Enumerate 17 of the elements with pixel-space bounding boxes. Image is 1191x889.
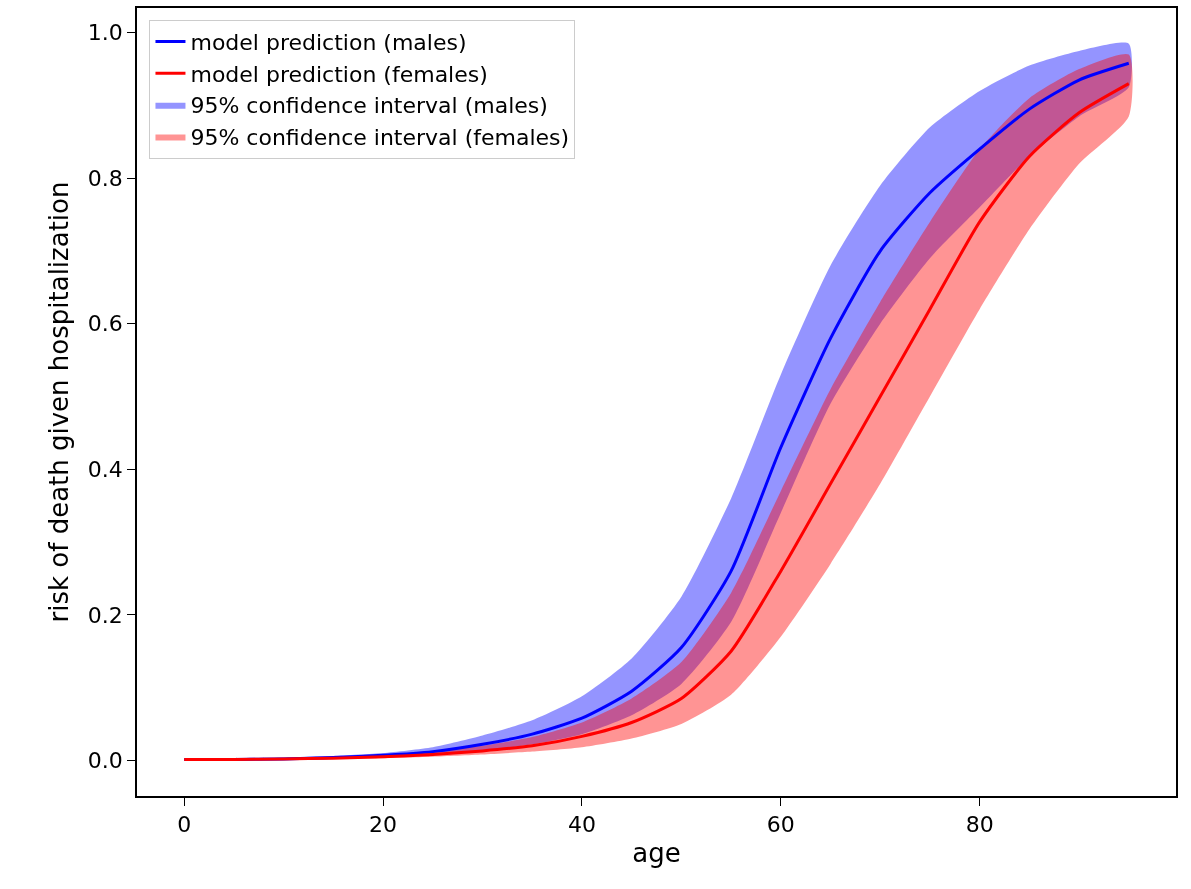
legend-label: model prediction (females) [190,61,488,87]
legend-label: 95% confidence interval (males) [190,93,548,119]
y-tick-label: 0.0 [87,748,123,774]
legend-label: 95% confidence interval (females) [190,125,570,150]
y-axis-title: risk of death given hospitalization [43,181,74,623]
x-axis-title: age [632,838,681,869]
x-tick-label: 80 [965,812,994,838]
x-tick-label: 20 [369,812,398,838]
x-tick-label: 60 [766,812,795,838]
legend-label: model prediction (males) [190,30,467,56]
y-tick-label: 1.0 [87,20,123,46]
x-tick-label: 40 [567,812,596,838]
y-tick-label: 0.8 [87,165,123,191]
y-tick-label: 0.2 [87,602,123,628]
y-tick-label: 0.4 [87,457,123,482]
y-tick-label: 0.6 [87,311,123,337]
x-tick-label: 0 [177,812,192,838]
